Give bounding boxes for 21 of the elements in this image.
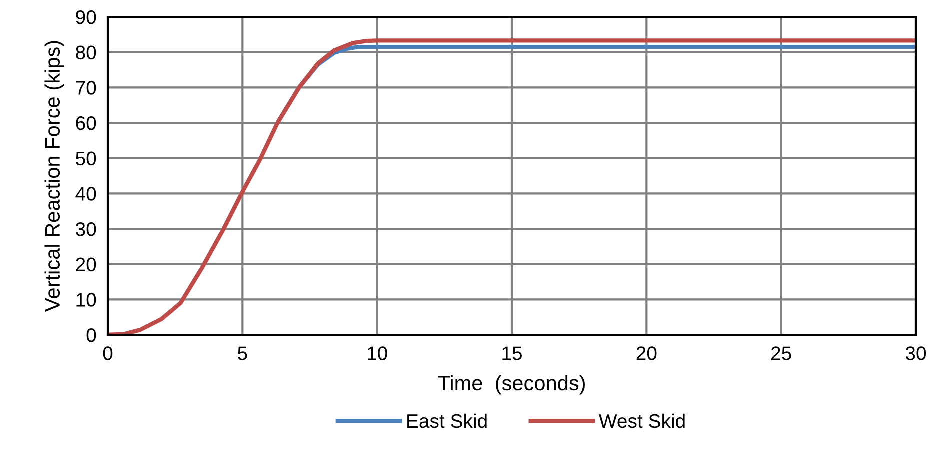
x-tick-label: 25 xyxy=(772,346,792,360)
legend-label: East Skid xyxy=(408,414,487,428)
y-tick-label: 90 xyxy=(76,10,96,24)
y-tick-label: 20 xyxy=(76,258,96,272)
x-tick-label: 30 xyxy=(906,346,926,360)
y-tick-label: 40 xyxy=(76,187,96,201)
x-tick-label: 10 xyxy=(368,346,388,360)
x-axis-title: Time (seconds) xyxy=(438,375,585,395)
y-axis-title: Vertical Reaction Force (kips) xyxy=(44,41,64,312)
y-tick-label: 50 xyxy=(76,152,96,166)
y-tick-label: 80 xyxy=(76,46,96,60)
x-tick-label: 0 xyxy=(103,346,113,360)
y-tick-label: 70 xyxy=(76,81,96,95)
x-tick-label: 5 xyxy=(238,346,248,360)
legend-label: West Skid xyxy=(599,414,685,428)
y-tick-label: 60 xyxy=(76,116,96,130)
y-tick-label: 10 xyxy=(76,293,96,307)
x-tick-label: 15 xyxy=(502,346,522,360)
y-tick-label: 0 xyxy=(86,328,96,342)
x-tick-label: 20 xyxy=(636,346,657,360)
y-tick-label: 30 xyxy=(76,222,96,236)
